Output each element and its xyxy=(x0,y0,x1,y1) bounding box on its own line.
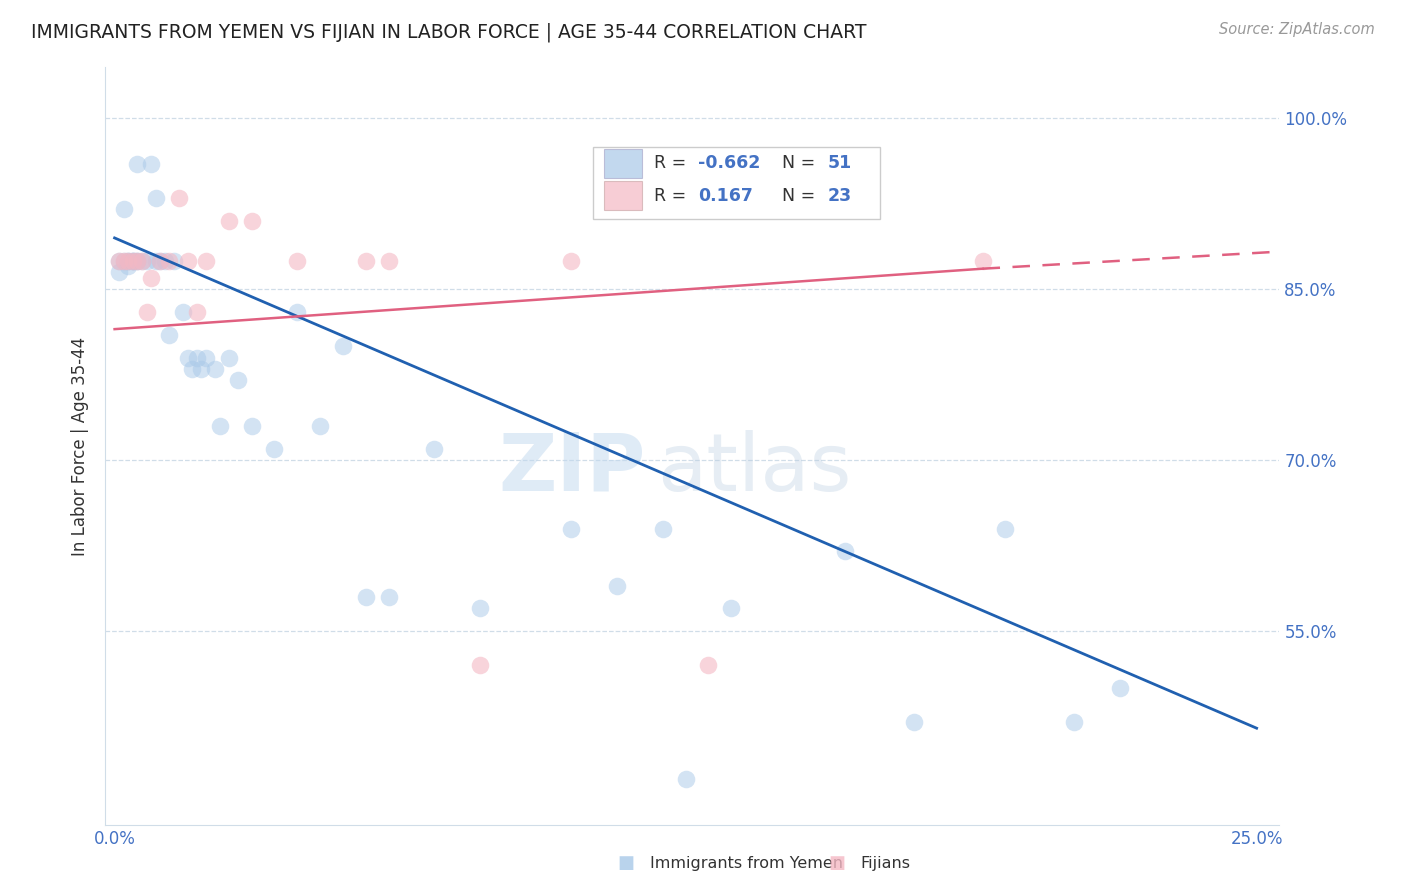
Point xyxy=(112,202,135,217)
Point xyxy=(176,253,198,268)
Text: Fijians: Fijians xyxy=(860,856,911,871)
Point xyxy=(377,590,399,604)
Point xyxy=(354,590,377,604)
Point xyxy=(194,351,217,365)
Point xyxy=(139,270,162,285)
Point xyxy=(127,253,149,268)
Point xyxy=(377,253,399,268)
Point xyxy=(468,601,491,615)
Point xyxy=(172,305,194,319)
Text: ■: ■ xyxy=(828,855,845,872)
Point xyxy=(186,351,208,365)
Point xyxy=(218,214,240,228)
Point xyxy=(423,442,446,456)
Text: Source: ZipAtlas.com: Source: ZipAtlas.com xyxy=(1219,22,1375,37)
Point xyxy=(157,327,180,342)
Point xyxy=(834,544,856,558)
Point xyxy=(135,305,157,319)
Text: R =: R = xyxy=(654,154,692,172)
Point xyxy=(117,253,139,268)
Point xyxy=(285,253,308,268)
Point xyxy=(176,351,198,365)
Point xyxy=(117,260,139,274)
FancyBboxPatch shape xyxy=(605,149,643,178)
Text: ■: ■ xyxy=(617,855,634,872)
Point xyxy=(994,522,1017,536)
Text: atlas: atlas xyxy=(657,430,852,508)
Point xyxy=(208,419,231,434)
Text: N =: N = xyxy=(770,186,821,205)
Point xyxy=(121,253,143,268)
Point xyxy=(560,522,582,536)
Point xyxy=(651,522,673,536)
Point xyxy=(606,579,628,593)
Point xyxy=(153,253,176,268)
Point xyxy=(218,351,240,365)
Point xyxy=(263,442,285,456)
Point xyxy=(354,253,377,268)
Point xyxy=(145,191,167,205)
Point xyxy=(127,253,149,268)
Point xyxy=(1063,715,1085,730)
Point xyxy=(285,305,308,319)
Point xyxy=(194,253,217,268)
Point xyxy=(149,253,172,268)
Text: 0.167: 0.167 xyxy=(699,186,754,205)
Text: N =: N = xyxy=(770,154,821,172)
Text: Immigrants from Yemen: Immigrants from Yemen xyxy=(650,856,842,871)
FancyBboxPatch shape xyxy=(605,181,643,211)
Text: 23: 23 xyxy=(828,186,852,205)
Point xyxy=(226,374,249,388)
Point xyxy=(903,715,925,730)
Point xyxy=(972,253,994,268)
Point xyxy=(117,253,139,268)
Point xyxy=(157,253,180,268)
Point xyxy=(149,253,172,268)
Text: ZIP: ZIP xyxy=(498,430,645,508)
Point xyxy=(127,157,149,171)
FancyBboxPatch shape xyxy=(593,146,880,219)
Point xyxy=(121,253,143,268)
Point xyxy=(108,265,131,279)
Y-axis label: In Labor Force | Age 35-44: In Labor Force | Age 35-44 xyxy=(72,336,90,556)
Point xyxy=(181,362,204,376)
Point xyxy=(131,253,153,268)
Point xyxy=(332,339,354,353)
Point xyxy=(675,772,697,787)
Point xyxy=(190,362,212,376)
Text: IMMIGRANTS FROM YEMEN VS FIJIAN IN LABOR FORCE | AGE 35-44 CORRELATION CHART: IMMIGRANTS FROM YEMEN VS FIJIAN IN LABOR… xyxy=(31,22,866,42)
Point xyxy=(560,253,582,268)
Point xyxy=(204,362,226,376)
Text: R =: R = xyxy=(654,186,697,205)
Point xyxy=(121,253,143,268)
Text: -0.662: -0.662 xyxy=(699,154,761,172)
Point xyxy=(167,191,190,205)
Point xyxy=(145,253,167,268)
Point xyxy=(121,253,143,268)
Point xyxy=(163,253,186,268)
Point xyxy=(240,214,263,228)
Point xyxy=(117,253,139,268)
Text: 51: 51 xyxy=(828,154,852,172)
Point xyxy=(186,305,208,319)
Point xyxy=(468,658,491,673)
Point xyxy=(139,157,162,171)
Point xyxy=(1108,681,1130,696)
Point xyxy=(112,253,135,268)
Point xyxy=(112,253,135,268)
Point xyxy=(108,253,131,268)
Point xyxy=(108,253,131,268)
Point xyxy=(127,253,149,268)
Point xyxy=(309,419,332,434)
Point xyxy=(135,253,157,268)
Point xyxy=(697,658,720,673)
Point xyxy=(240,419,263,434)
Point xyxy=(720,601,742,615)
Point xyxy=(131,253,153,268)
